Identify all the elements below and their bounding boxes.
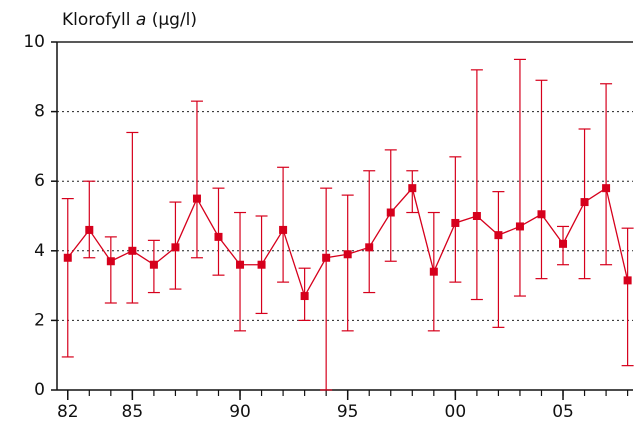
marker	[580, 198, 589, 207]
y-tick-label: 10	[23, 32, 45, 52]
error-bar	[363, 170, 376, 294]
error-bar	[492, 191, 505, 328]
title-part: (µg/l)	[152, 10, 197, 30]
marker	[85, 225, 94, 234]
marker	[559, 239, 568, 248]
error-bar	[600, 83, 613, 266]
marker	[214, 232, 223, 241]
marker	[257, 260, 266, 269]
marker	[106, 257, 115, 266]
marker	[149, 260, 158, 269]
y-tick-label: 4	[34, 241, 45, 261]
error-bar	[212, 187, 225, 276]
error-bar	[104, 236, 117, 304]
marker	[451, 218, 460, 227]
error-bar	[513, 58, 526, 297]
title-part: a	[136, 10, 146, 30]
marker	[408, 184, 417, 193]
error-bar	[621, 227, 634, 367]
marker	[602, 184, 611, 193]
marker	[343, 250, 352, 259]
y-tick-label: 6	[34, 171, 45, 191]
error-bar	[384, 149, 397, 262]
title-part: Klorofyll	[62, 10, 130, 30]
y-tick-label: 0	[34, 380, 45, 400]
error-bar	[470, 69, 483, 301]
error-bar	[341, 194, 354, 332]
marker	[63, 253, 72, 262]
x-tick-label: 05	[552, 402, 574, 422]
marker	[515, 222, 524, 231]
marker	[623, 276, 632, 285]
error-bar	[277, 166, 290, 283]
marker	[322, 253, 331, 262]
error-bar	[83, 180, 96, 259]
x-tick-label: 90	[229, 402, 251, 422]
error-bar	[234, 211, 247, 332]
marker	[386, 208, 395, 217]
error-bar	[126, 131, 139, 304]
error-bar	[320, 187, 333, 391]
marker	[537, 210, 546, 219]
x-tick-label: 85	[122, 402, 144, 422]
y-tick-label: 2	[34, 310, 45, 330]
marker	[472, 212, 481, 220]
marker	[192, 194, 201, 203]
x-tick-label: 95	[337, 402, 359, 422]
error-bar	[190, 100, 203, 259]
x-tick-label: 00	[445, 402, 467, 422]
marker	[429, 267, 438, 276]
marker	[236, 260, 245, 269]
marker	[300, 292, 309, 301]
error-bar	[535, 79, 548, 280]
x-tick-label: 82	[57, 402, 79, 422]
y-tick-label: 8	[34, 102, 45, 122]
marker	[128, 246, 137, 255]
error-bar	[61, 198, 74, 358]
marker	[494, 231, 503, 240]
marker	[279, 225, 288, 234]
marker	[365, 243, 374, 252]
marker	[171, 243, 180, 252]
chart-title: Klorofyll a (µg/l)	[62, 10, 197, 30]
